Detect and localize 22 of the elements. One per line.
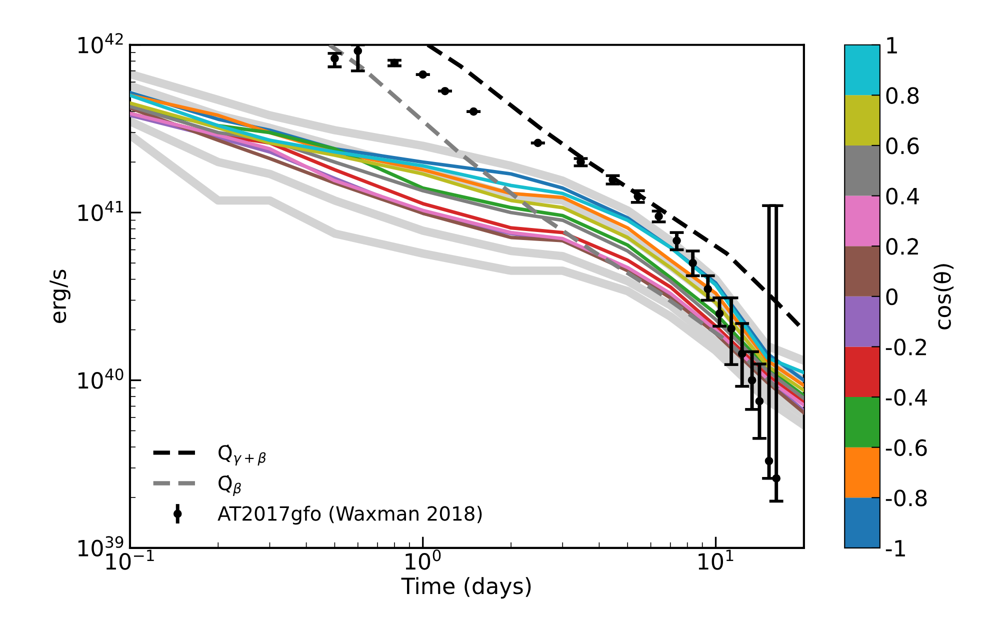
legend-label: Q̇$_{γ+β}$ (218, 444, 266, 466)
color-bar-label: -0.2 (886, 338, 926, 356)
color-bar-label: -0.4 (886, 388, 927, 406)
legend-label: Q̇$_{β}$ (218, 475, 241, 496)
y-tick-label: 10$^{40}$ (78, 368, 124, 389)
y-tick-label: 10$^{41}$ (78, 201, 123, 222)
color-bar-label: 1 (887, 37, 897, 54)
x-tick-label: 10$^{0}$ (406, 549, 441, 570)
y-tick-label: 10$^{42}$ (78, 33, 123, 54)
color-bar-label: 0.4 (886, 188, 919, 205)
color-bar-label: 0.2 (886, 238, 918, 255)
color-bar-label: 0 (886, 288, 898, 306)
legend-label: AT2017gfo (Waxman 2018) (218, 506, 482, 525)
color-bar-label: 0.8 (886, 87, 919, 104)
color-bar-label: 0.6 (886, 137, 919, 154)
x-tick-label: 10$^{1}$ (698, 550, 734, 570)
color-bar-label: -0.6 (886, 439, 927, 456)
color-bar-label: -1 (886, 540, 905, 556)
x-axis-title: Time (days) (401, 577, 531, 599)
color-bar-title: cos(θ) (934, 264, 954, 330)
y-axis-title: erg/s (50, 270, 70, 323)
color-bar-label: -0.8 (886, 490, 927, 506)
